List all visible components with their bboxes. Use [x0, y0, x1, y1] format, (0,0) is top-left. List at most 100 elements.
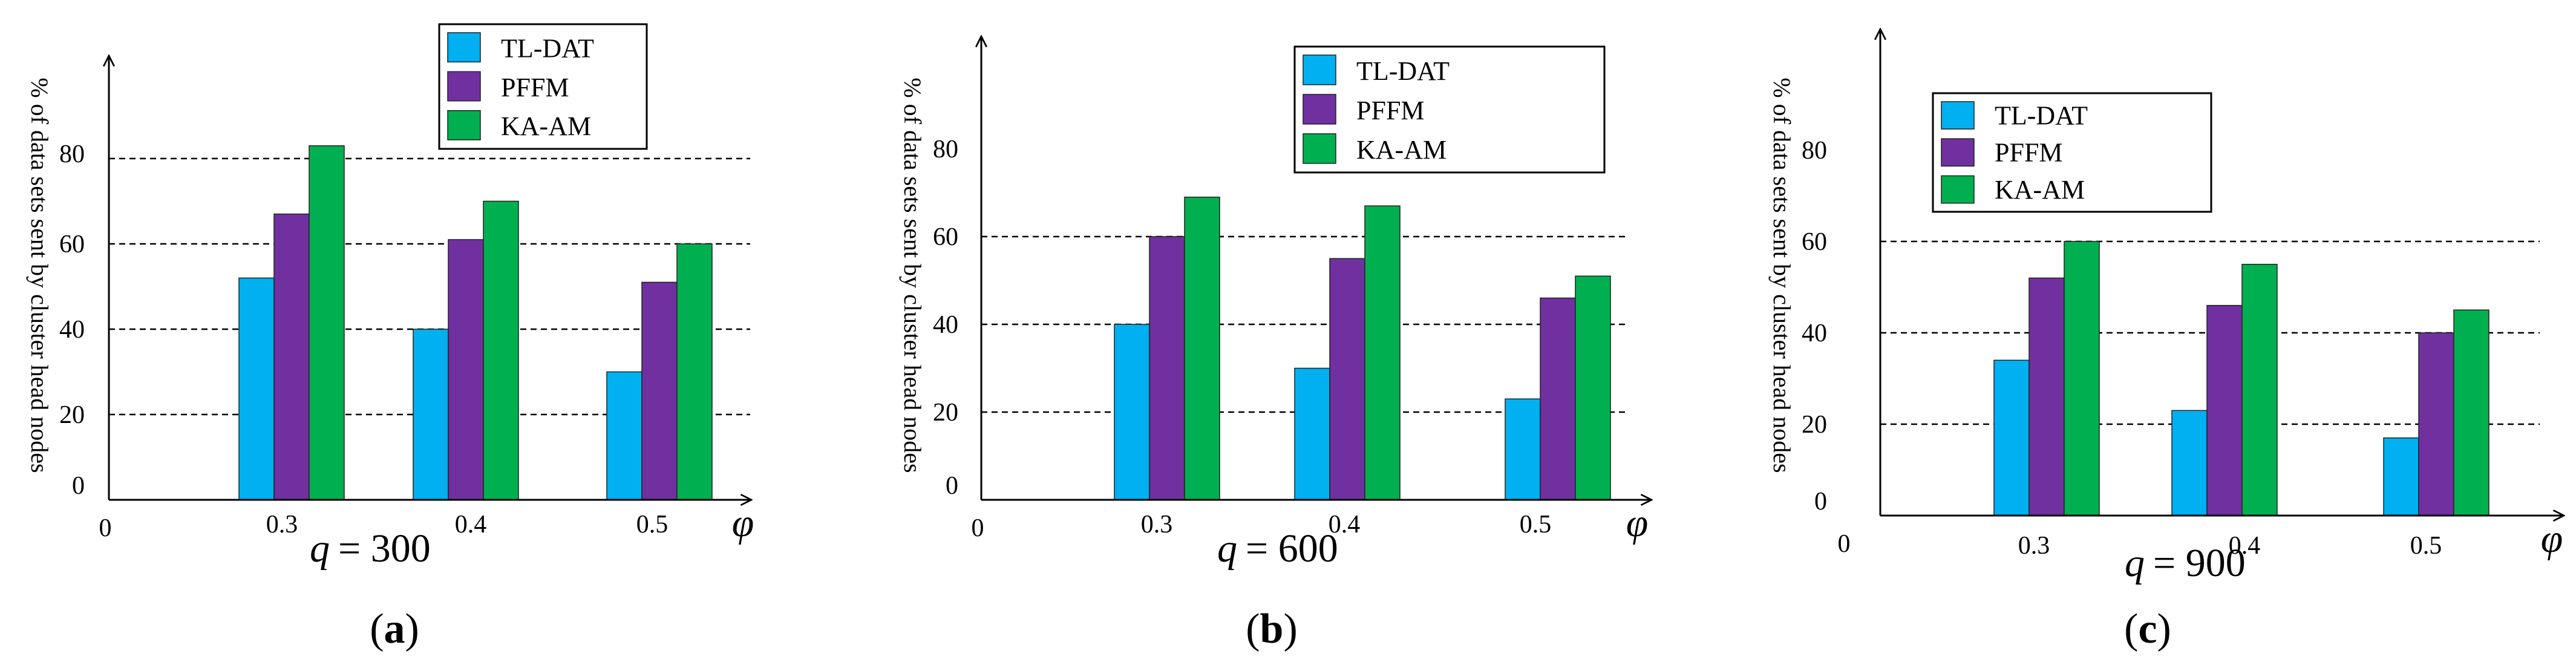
q-annotation: q = 300 — [310, 526, 431, 571]
bar-tl-dat-0.4 — [1294, 367, 1330, 500]
panel-caption-paren-open: ( — [2124, 606, 2138, 652]
x-axis-label-phi: φ — [1626, 501, 1649, 545]
y-tick-label-20: 20 — [59, 401, 85, 429]
x-axis-label-phi: φ — [2541, 517, 2563, 561]
bar-tl-dat-0.5 — [2383, 437, 2419, 516]
x-axis-label-phi: φ — [732, 501, 754, 545]
q-symbol: q — [1217, 526, 1237, 571]
bar-pffm-0.5 — [2418, 332, 2454, 516]
y-tick-label-80: 80 — [933, 136, 958, 163]
legend: TL-DAT PFFM KA-AM — [1932, 92, 2212, 213]
y-tick-label-0: 0 — [946, 472, 958, 500]
bar-tl-dat-0.4 — [413, 329, 449, 500]
bar-tl-dat-0.3 — [1114, 324, 1150, 500]
y-tick-label-60: 60 — [1802, 228, 1827, 256]
y-tick-label-60: 60 — [59, 231, 85, 258]
y-tick-label-0: 0 — [72, 472, 85, 500]
y-tick-label-40: 40 — [59, 316, 85, 344]
x-tick-label-0.3: 0.3 — [266, 511, 298, 539]
chart-panel-c: 0 20 40 60 80 0 0.3 0.4 0.5 φ q = 900 % of data sets… — [1768, 29, 2564, 652]
bar-tl-dat-0.5 — [1505, 398, 1541, 500]
q-symbol: q — [2125, 541, 2145, 585]
legend-label-pffm: PFFM — [501, 73, 569, 102]
bar-ka-am-0.4 — [1364, 205, 1401, 500]
legend-label-ka-am: KA-AM — [1995, 175, 2085, 205]
bar-tl-dat-0.3 — [1993, 359, 2030, 516]
bar-pffm-0.3 — [2028, 277, 2065, 516]
panel-caption: (b) — [1246, 606, 1298, 652]
q-symbol: q — [310, 526, 330, 571]
bar-pffm-0.5 — [641, 281, 678, 500]
q-annotation: q = 900 — [2125, 541, 2246, 585]
bar-tl-dat-0.5 — [606, 371, 642, 500]
legend-swatch-pffm — [1941, 138, 1975, 167]
panel-caption-paren-open: ( — [1246, 606, 1260, 652]
y-tick-label-60: 60 — [933, 223, 958, 251]
panel-caption-paren-close: ) — [1283, 606, 1297, 652]
panel-caption-paren-close: ) — [2157, 606, 2171, 652]
y-tick-label-20: 20 — [1802, 411, 1827, 439]
legend-box — [1293, 45, 1606, 174]
chart-panel-b: 0 20 40 60 80 0 0.3 0.4 0.5 φ q = 600 % of data sets… — [899, 36, 1652, 652]
bar-pffm-0.5 — [1540, 297, 1576, 500]
legend-swatch-ka-am — [447, 110, 481, 140]
legend-label-pffm: PFFM — [1995, 138, 2063, 168]
bar-ka-am-0.5 — [1575, 275, 1611, 500]
x-origin-label: 0 — [99, 514, 112, 542]
legend-swatch-ka-am — [1303, 133, 1336, 164]
y-axis-label: % of data sets sent by cluster head node… — [1768, 77, 1796, 473]
bar-ka-am-0.3 — [1184, 197, 1220, 500]
panel-caption: (c) — [2124, 606, 2171, 652]
legend-label-pffm: PFFM — [1356, 96, 1425, 125]
panel-caption: (a) — [370, 606, 419, 652]
bar-ka-am-0.4 — [483, 200, 519, 500]
y-tick-label-80: 80 — [1802, 137, 1827, 165]
x-tick-label-0.3: 0.3 — [2018, 532, 2050, 560]
bar-pffm-0.4 — [2206, 304, 2243, 516]
bar-tl-dat-0.4 — [2171, 410, 2208, 516]
bar-pffm-0.4 — [448, 239, 484, 500]
y-tick-label-0: 0 — [1814, 488, 1827, 516]
q-value: = 300 — [338, 526, 431, 571]
panel-caption-paren-close: ) — [405, 606, 419, 652]
legend: TL-DAT PFFM KA-AM — [1293, 45, 1606, 174]
panel-caption-paren-open: ( — [370, 606, 384, 652]
legend-box — [1932, 92, 2212, 213]
x-origin-label: 0 — [1838, 530, 1851, 558]
bar-pffm-0.3 — [1149, 236, 1185, 500]
legend-label-tl-dat: TL-DAT — [1995, 100, 2088, 130]
q-value: = 900 — [2153, 541, 2246, 585]
x-tick-label-0.5: 0.5 — [636, 511, 669, 539]
q-annotation: q = 600 — [1217, 526, 1338, 571]
bar-ka-am-0.4 — [2241, 264, 2278, 516]
y-axis-label: % of data sets sent by cluster head node… — [899, 77, 926, 473]
y-axis-label: % of data sets sent by cluster head node… — [26, 77, 53, 473]
x-tick-label-0.5: 0.5 — [2410, 532, 2442, 560]
y-tick-label-20: 20 — [933, 399, 958, 427]
legend-label-tl-dat: TL-DAT — [501, 33, 594, 63]
legend-swatch-pffm — [447, 71, 481, 102]
q-value: = 600 — [1246, 526, 1338, 571]
legend-swatch-tl-dat — [1941, 101, 1975, 129]
y-tick-label-80: 80 — [59, 140, 85, 168]
bar-ka-am-0.5 — [676, 243, 713, 500]
legend-swatch-ka-am — [1941, 175, 1975, 204]
bar-tl-dat-0.3 — [238, 277, 275, 500]
legend: TL-DAT PFFM KA-AM — [438, 23, 648, 150]
panel-caption-letter: c — [2138, 606, 2157, 652]
x-tick-label-0.4: 0.4 — [2229, 532, 2261, 560]
panel-caption-letter: a — [384, 606, 405, 652]
legend-swatch-tl-dat — [1303, 54, 1336, 85]
x-origin-label: 0 — [972, 514, 984, 542]
x-tick-label-0.4: 0.4 — [1329, 511, 1361, 539]
legend-label-ka-am: KA-AM — [501, 111, 591, 141]
legend-label-tl-dat: TL-DAT — [1356, 56, 1450, 86]
legend-label-ka-am: KA-AM — [1356, 135, 1447, 165]
panel-caption-letter: b — [1260, 606, 1284, 652]
legend-swatch-tl-dat — [447, 32, 481, 63]
bar-pffm-0.3 — [273, 213, 310, 500]
x-tick-label-0.5: 0.5 — [1520, 511, 1552, 539]
bar-ka-am-0.5 — [2453, 309, 2489, 516]
y-tick-label-40: 40 — [933, 311, 958, 339]
